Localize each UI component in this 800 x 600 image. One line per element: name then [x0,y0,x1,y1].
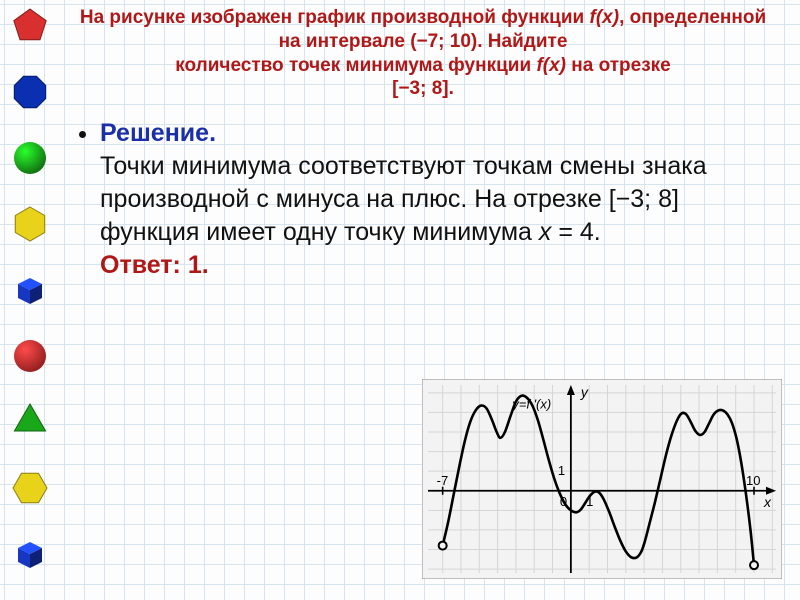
shape-icon [10,468,50,508]
svg-text:y: y [580,384,589,400]
solution-answer: Ответ: 1. [100,251,209,279]
shape-icon [10,6,50,46]
shape-icon [10,138,50,178]
title-line-1: На рисунке изображен график производной … [80,7,584,28]
shape-icon [10,72,50,112]
title-line-4: [−3; 8]. [392,78,454,99]
shape-icon [10,204,50,244]
solution-header: Решение. [100,119,216,147]
svg-text:x: x [763,494,772,510]
shape-icon [10,402,50,442]
solution-eq-x: x [539,218,552,246]
title-fn-2: f(x) [536,55,566,76]
shape-icon [10,336,50,376]
svg-text:1: 1 [558,463,565,478]
solution-block: Решение. Точки минимума соответствуют то… [58,107,788,282]
shape-icon [10,534,50,574]
solution-eq-rest: = 4. [551,218,600,246]
problem-title: На рисунке изображен график производной … [58,4,788,107]
solution-item: Решение. Точки минимума соответствуют то… [100,117,774,282]
title-fn-1: f(x) [590,7,620,28]
solution-text: Точки минимума соответствуют точкам смен… [100,152,707,246]
svg-text:-7: -7 [437,473,449,488]
title-line-3b: на отрезке [566,55,671,76]
slide-content: На рисунке изображен график производной … [58,4,788,282]
svg-text:10: 10 [746,473,760,488]
title-line-3: количество точек минимума функции [175,55,536,76]
decorative-shapes-column [6,6,54,594]
derivative-chart: -701101yxy=f '(x) [422,379,782,584]
shape-icon [10,270,50,310]
